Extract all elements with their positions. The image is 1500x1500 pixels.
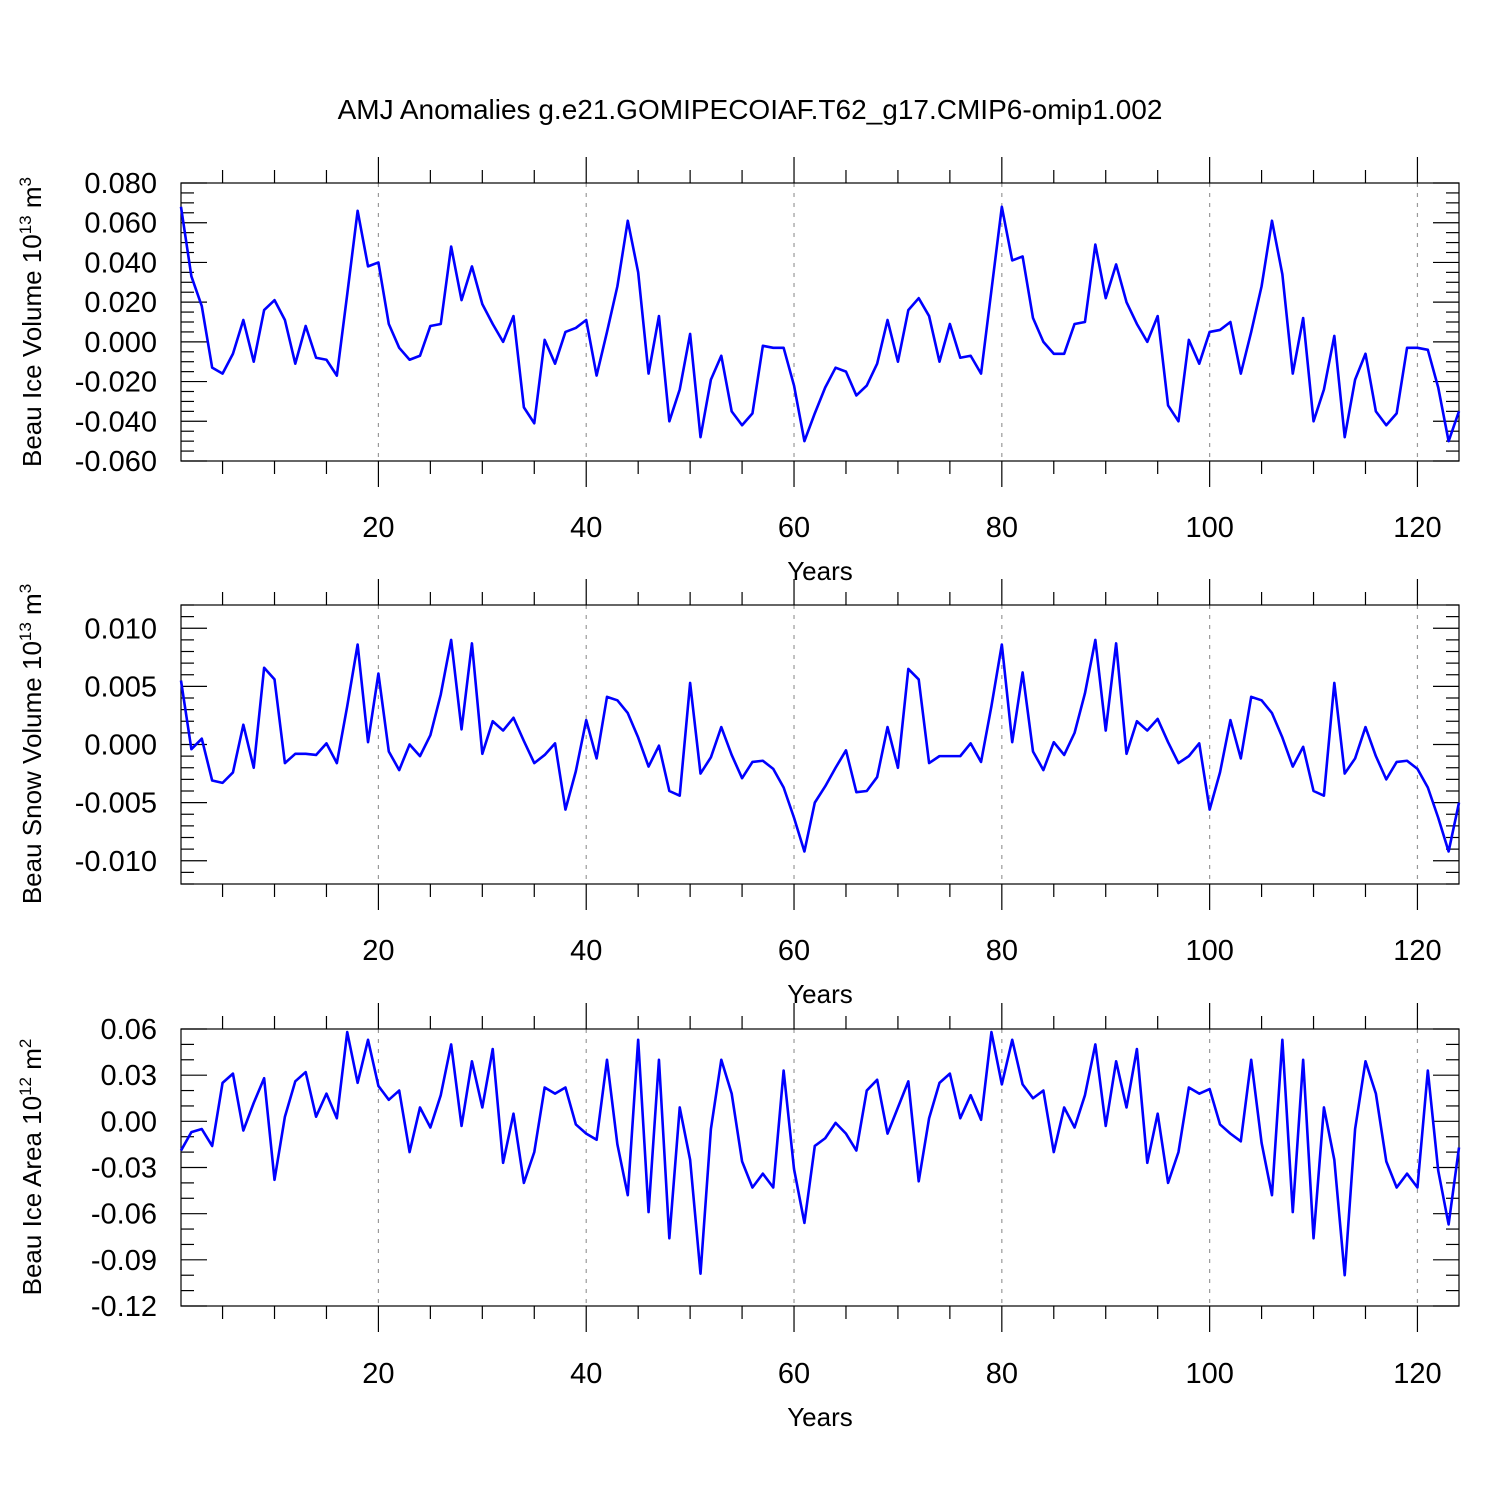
ice-area-x-axis-title: Years (787, 1402, 853, 1432)
ice-volume-y-tick-label: 0.000 (84, 327, 157, 359)
snow-volume-y-tick-label: 0.000 (84, 730, 157, 762)
snow-volume-y-tick-label: -0.010 (75, 846, 157, 878)
snow-volume-x-tick-label: 80 (986, 935, 1018, 967)
snow-volume-x-tick-label: 40 (570, 935, 602, 967)
ice-volume-x-tick-label: 20 (362, 512, 394, 544)
panel-snow-volume: -0.010 -0.005 0.000 0.005 0.010 20 40 60 80 100 12… (16, 579, 1461, 1009)
ice-area-y-tick-label: -0.03 (91, 1153, 157, 1185)
ice-volume-series-line (179, 205, 1461, 443)
ice-area-y-axis-title: Beau Ice Area 1012 m2 (16, 1039, 47, 1296)
ice-area-x-tick-label: 40 (570, 1358, 602, 1390)
ice-area-x-tick-label: 120 (1393, 1358, 1441, 1390)
snow-volume-series-line (179, 638, 1461, 853)
ice-area-y-tick-label: -0.09 (91, 1245, 157, 1277)
ice-area-x-tick-label: 20 (362, 1358, 394, 1390)
ice-volume-y-tick-label: 0.080 (84, 168, 157, 200)
ice-volume-x-tick-label: 120 (1393, 512, 1441, 544)
snow-volume-x-axis-title: Years (787, 979, 853, 1009)
ice-volume-y-tick-label: 0.020 (84, 287, 157, 319)
figure-title: AMJ Anomalies g.e21.GOMIPECOIAF.T62_g17.… (338, 94, 1163, 125)
ice-volume-y-tick-label: 0.040 (84, 247, 157, 279)
ice-area-y-tick-label: 0.06 (101, 1014, 157, 1046)
snow-volume-x-tick-label: 20 (362, 935, 394, 967)
ice-area-x-tick-label: 100 (1185, 1358, 1233, 1390)
ice-volume-plot-frame (180, 182, 1460, 462)
ice-volume-y-tick-label: -0.060 (75, 446, 157, 478)
snow-volume-y-tick-label: -0.005 (75, 788, 157, 820)
snow-volume-y-tick-label: 0.010 (84, 613, 157, 645)
ice-area-y-tick-label: -0.06 (91, 1199, 157, 1231)
ice-volume-x-tick-label: 100 (1185, 512, 1233, 544)
snow-volume-x-tick-label: 120 (1393, 935, 1441, 967)
ice-volume-y-tick-label: -0.040 (75, 406, 157, 438)
ice-area-y-tick-label: 0.00 (101, 1106, 157, 1138)
ice-volume-x-tick-label: 80 (986, 512, 1018, 544)
ice-area-y-tick-label: 0.03 (101, 1060, 157, 1092)
snow-volume-x-tick-label: 100 (1185, 935, 1233, 967)
ice-volume-x-tick-label: 60 (778, 512, 810, 544)
ice-area-series-line (179, 1030, 1461, 1277)
snow-volume-y-tick-label: 0.005 (84, 671, 157, 703)
snow-volume-x-tick-label: 60 (778, 935, 810, 967)
ice-volume-x-axis-title: Years (787, 556, 853, 586)
ice-volume-y-axis-title: Beau Ice Volume 1013 m3 (16, 177, 47, 467)
snow-volume-y-axis-title: Beau Snow Volume 1013 m3 (16, 584, 47, 904)
panel-ice-volume: -0.060 -0.040 -0.020 0.000 0.020 0.040 0.060 0.… (16, 157, 1461, 586)
panel-ice-area: -0.12 -0.09 -0.06 -0.03 0.00 0.03 0.06 20 40 60 80… (16, 1003, 1461, 1432)
ice-volume-x-tick-label: 40 (570, 512, 602, 544)
ice-volume-y-tick-label: -0.020 (75, 367, 157, 399)
snow-volume-plot-frame (180, 604, 1460, 885)
ice-area-y-tick-label: -0.12 (91, 1291, 157, 1323)
ice-volume-y-tick-label: 0.060 (84, 208, 157, 240)
ice-area-x-tick-label: 80 (986, 1358, 1018, 1390)
ice-area-x-tick-label: 60 (778, 1358, 810, 1390)
